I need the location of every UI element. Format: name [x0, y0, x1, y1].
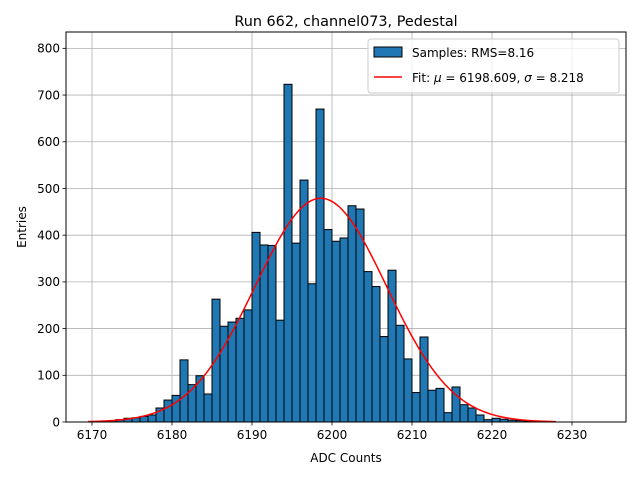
gaussian-fit-curve [87, 197, 557, 423]
histogram-bar [235, 317, 245, 423]
x-tick-label: 6200 [317, 428, 348, 442]
y-tick-label: 300 [37, 275, 60, 289]
histogram-bar [331, 240, 341, 423]
histogram-bar [419, 336, 429, 423]
legend-fit-mu-symbol: μ [433, 71, 442, 85]
y-tick-label: 800 [37, 42, 60, 56]
histogram-bar [275, 319, 285, 423]
histogram-bar [163, 399, 173, 423]
histogram-bar [395, 324, 405, 423]
histogram-bar [379, 336, 389, 423]
histogram-bar [371, 286, 381, 423]
y-axis-ticks: 0 100 200 300 400 500 600 700 800 [37, 42, 66, 429]
histogram-bar [267, 244, 277, 423]
x-axis-ticks: 6170 6180 6190 6200 6210 6220 6230 [77, 422, 588, 442]
histogram-bar [427, 389, 437, 423]
histogram-bar [195, 375, 205, 423]
y-axis-title: Entries [15, 206, 29, 248]
legend-fit-label: Fit: μ = 6198.609, σ = 8.218 [412, 71, 584, 85]
histogram-bar [347, 205, 357, 423]
x-axis-title: ADC Counts [310, 451, 382, 465]
histogram-bar [251, 231, 261, 423]
histogram-bar [323, 229, 333, 423]
histogram-bar [307, 283, 317, 423]
histogram-bar [315, 108, 325, 423]
histogram-bar [203, 393, 213, 423]
legend: Samples: RMS=8.16 Fit: μ = 6198.609, σ =… [367, 38, 620, 94]
y-tick-label: 100 [37, 369, 60, 383]
histogram-bar [243, 309, 253, 423]
x-tick-label: 6210 [397, 428, 428, 442]
histogram-bar [171, 394, 181, 423]
x-tick-label: 6190 [237, 428, 268, 442]
x-tick-label: 6220 [477, 428, 508, 442]
legend-fit-mu-value: = 6198.609, [442, 71, 525, 85]
y-tick-label: 600 [37, 135, 60, 149]
y-tick-label: 500 [37, 182, 60, 196]
histogram-bar [403, 358, 413, 423]
axes-frame [65, 31, 627, 423]
histogram-bar [443, 412, 453, 423]
y-tick-label: 0 [52, 415, 60, 429]
histogram-bar [291, 242, 301, 423]
histogram-bar [459, 404, 469, 423]
histogram-bar [147, 414, 157, 423]
x-tick-label: 6170 [77, 428, 108, 442]
histogram-bar [475, 414, 485, 423]
histogram-bar [339, 237, 349, 423]
legend-fit-sigma-symbol: σ [524, 71, 532, 85]
histogram-bar [467, 407, 477, 423]
y-tick-label: 400 [37, 228, 60, 242]
histogram-bar [259, 244, 269, 423]
histogram-bar [363, 271, 373, 423]
histogram-bar [283, 83, 293, 423]
chart-title: Run 662, channel073, Pedestal [234, 14, 457, 30]
histogram-bar [299, 179, 309, 423]
legend-fit-sigma-value: = 8.218 [532, 71, 584, 85]
x-tick-label: 6230 [557, 428, 588, 442]
histogram-bars [91, 83, 549, 423]
histogram-bar [411, 392, 421, 423]
histogram-bar [179, 359, 189, 423]
x-tick-label: 6180 [157, 428, 188, 442]
histogram-bar [435, 387, 445, 423]
y-tick-label: 700 [37, 88, 60, 102]
legend-samples-swatch [373, 46, 403, 58]
y-tick-label: 200 [37, 322, 60, 336]
histogram-bar [491, 417, 501, 423]
legend-fit-prefix: Fit: [412, 71, 434, 85]
legend-samples-label: Samples: RMS=8.16 [412, 46, 534, 60]
legend-box [367, 38, 620, 94]
